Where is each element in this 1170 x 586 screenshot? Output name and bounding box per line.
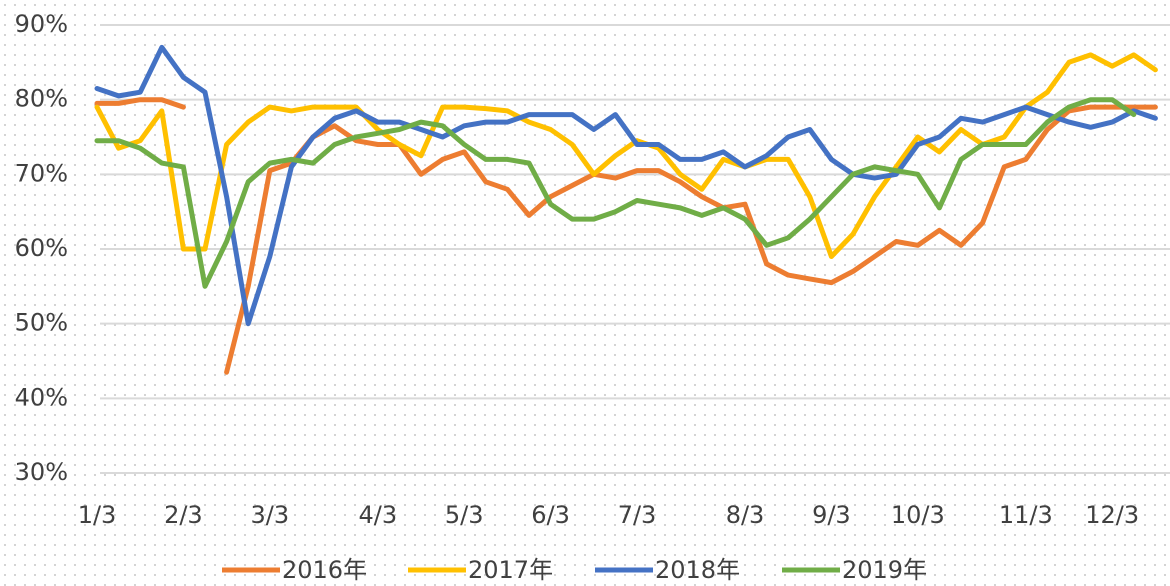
y-tick-label: 80% [15,85,68,113]
series-line [94,97,1137,289]
y-tick-label: 90% [15,10,68,38]
series-line [94,52,1158,259]
legend-label: 2016年 [282,556,367,584]
x-tick-label: 5/3 [445,501,484,529]
x-tick-label: 9/3 [812,501,851,529]
x-tick-label: 2/3 [164,501,203,529]
x-tick-label: 12/3 [1085,501,1139,529]
y-tick-label: 70% [15,159,68,187]
legend-label: 2017年 [468,556,553,584]
x-tick-label: 1/3 [78,501,117,529]
x-tick-label: 11/3 [999,501,1053,529]
x-tick-label: 4/3 [358,501,397,529]
x-tick-label: 8/3 [726,501,765,529]
x-tick-label: 10/3 [891,501,945,529]
y-tick-label: 50% [15,309,68,337]
legend-label: 2018年 [655,556,740,584]
y-tick-label: 60% [15,234,68,262]
x-tick-label: 3/3 [250,501,289,529]
y-tick-label: 30% [15,458,68,486]
x-tick-label: 6/3 [531,501,570,529]
series-line [94,44,1158,327]
y-tick-label: 40% [15,383,68,411]
legend-label: 2019年 [842,556,927,584]
series-line [94,97,1158,375]
x-tick-label: 7/3 [618,501,657,529]
